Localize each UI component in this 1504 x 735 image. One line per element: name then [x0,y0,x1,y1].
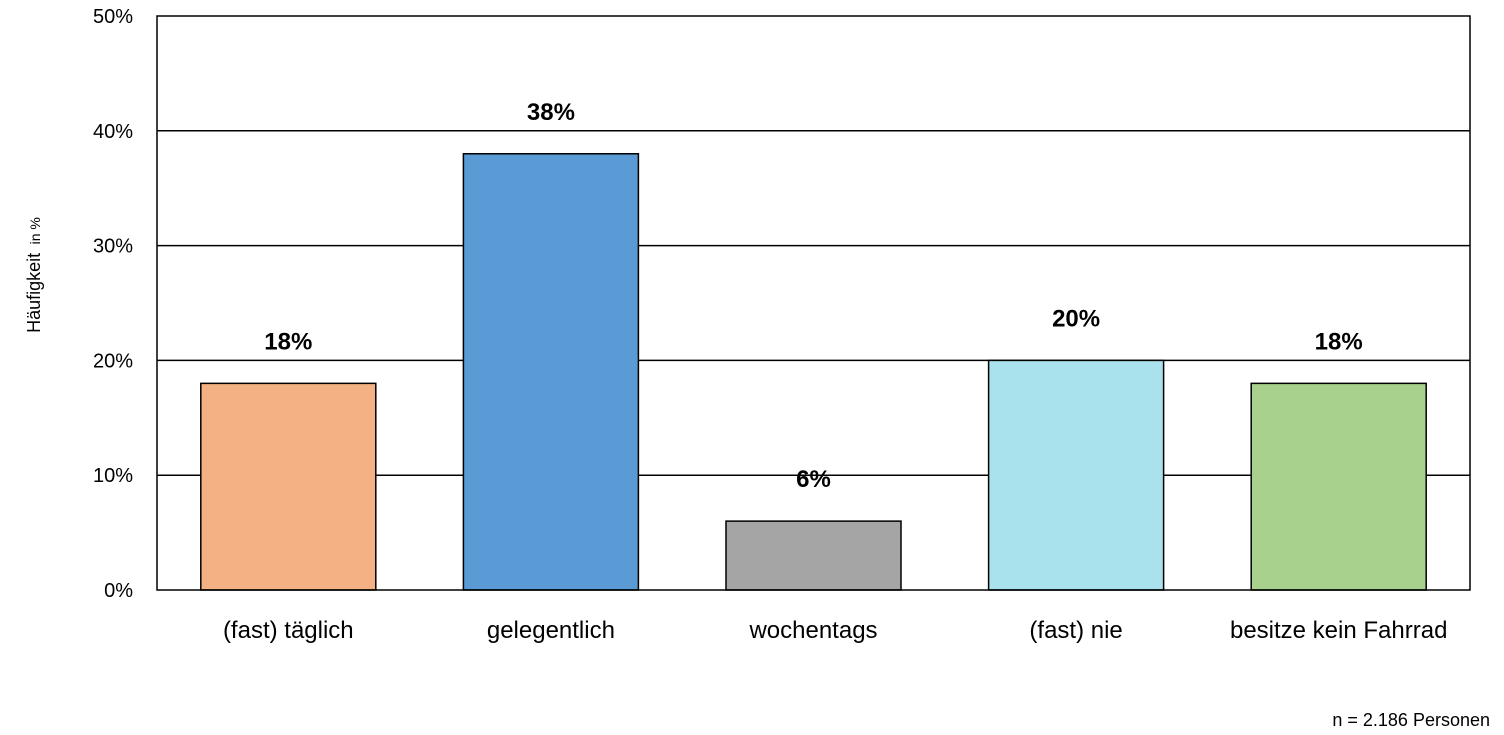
y-tick-label: 0% [104,580,133,602]
x-category-label: wochentags [748,617,877,644]
data-label: 38% [527,99,575,126]
y-tick-label: 40% [93,121,133,143]
y-axis-title: Häufigkeit in % [24,217,44,333]
sample-size-note: n = 2.186 Personen [1332,710,1490,730]
x-category-label: (fast) nie [1029,617,1122,644]
bar [201,383,376,590]
y-tick-label: 20% [93,350,133,372]
x-category-label: besitze kein Fahrrad [1230,617,1447,644]
data-label: 6% [796,466,831,493]
data-labels: 18% 38% 6% 20% 18% [264,99,1362,493]
y-tick-label: 10% [93,465,133,487]
bar [1251,383,1426,590]
data-label: 20% [1052,305,1100,332]
bars [201,154,1426,590]
y-tick-labels: 0% 10% 20% 30% 40% 50% [93,6,133,602]
y-tick-label: 50% [93,6,133,28]
bar [726,521,901,590]
x-category-label: (fast) täglich [223,617,354,644]
bar [463,154,638,590]
y-axis-title-unit: in % [27,217,43,244]
data-label: 18% [1315,328,1363,355]
data-label: 18% [264,328,312,355]
y-axis-title-main: Häufigkeit [24,253,44,333]
x-category-labels: (fast) täglich gelegentlich wochentags (fas… [223,617,1447,644]
bar [989,360,1164,590]
x-category-label: gelegentlich [487,617,615,644]
y-tick-label: 30% [93,236,133,258]
